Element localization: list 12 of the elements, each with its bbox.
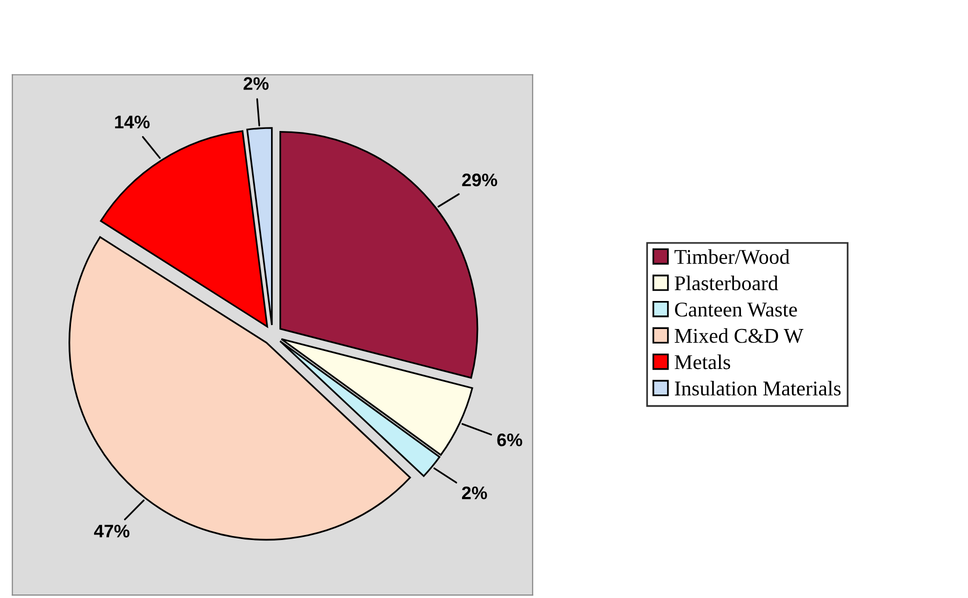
data-label: 6%	[497, 434, 522, 446]
data-label: 2%	[462, 486, 488, 500]
data-label: 29%	[462, 174, 498, 186]
legend-label: Timber/Wood	[674, 249, 790, 264]
data-label: 47%	[94, 524, 130, 538]
legend-label: Insulation Materials	[674, 380, 841, 396]
legend-label: Canteen Waste	[675, 302, 797, 317]
legend-label: Mixed C&D W	[674, 328, 804, 344]
legend-label: Metals	[674, 354, 730, 370]
data-label: 14%	[115, 116, 150, 128]
data-label: 2%	[244, 77, 269, 90]
legend-label: Plasterboard	[674, 276, 778, 290]
